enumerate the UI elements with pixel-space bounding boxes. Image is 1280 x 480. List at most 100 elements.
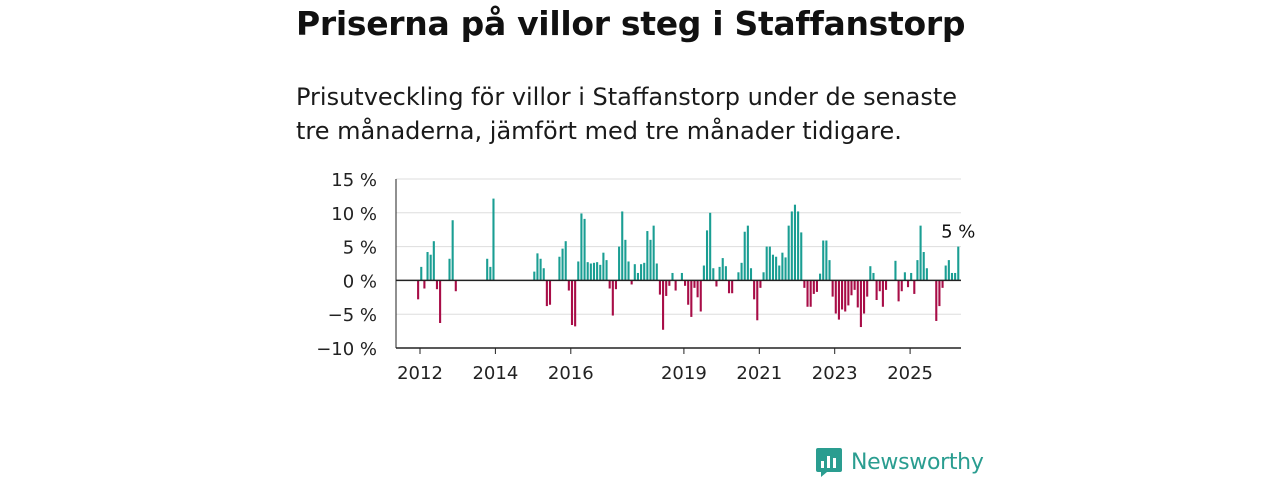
bar	[627, 261, 630, 281]
bar	[583, 218, 586, 281]
bar	[768, 246, 771, 281]
bar	[781, 252, 784, 281]
bar	[916, 260, 919, 281]
x-tick-label: 2016	[548, 363, 594, 384]
bar	[903, 272, 906, 281]
bar	[486, 258, 489, 281]
y-tick-label: −5 %	[328, 305, 377, 326]
bar	[640, 264, 643, 281]
bar	[429, 254, 432, 281]
bar	[837, 280, 840, 320]
bar	[724, 266, 727, 281]
x-tick-label: 2021	[736, 363, 782, 384]
chart-subtitle: Prisutveckling för villor i Staffanstorp…	[296, 83, 958, 145]
bar	[859, 280, 862, 328]
bar	[947, 260, 950, 281]
y-tick-label: 5 %	[343, 238, 377, 259]
bar	[439, 280, 442, 323]
bar	[866, 280, 869, 297]
bar	[721, 258, 724, 281]
bar	[847, 280, 850, 306]
bar	[586, 262, 589, 281]
bar	[957, 246, 960, 281]
bar	[944, 265, 947, 281]
bar	[570, 280, 574, 326]
bar	[592, 262, 596, 281]
bar	[539, 258, 542, 281]
bar	[878, 280, 881, 292]
bar	[797, 211, 800, 281]
bar	[649, 239, 652, 281]
bar	[596, 262, 599, 281]
bar	[790, 211, 793, 281]
bar	[420, 266, 423, 281]
bar	[567, 280, 570, 291]
bar	[454, 280, 457, 292]
y-tick-label: 10 %	[331, 204, 377, 225]
y-tick-label: −10 %	[316, 339, 377, 360]
bar	[856, 280, 859, 308]
bar	[536, 253, 539, 281]
bar	[793, 204, 797, 281]
bar	[671, 272, 674, 281]
y-tick-label: 0 %	[343, 271, 377, 292]
bar	[727, 280, 731, 294]
bar	[746, 225, 749, 281]
bar	[630, 280, 633, 285]
x-tick-label: 2019	[661, 363, 707, 384]
bar	[668, 280, 671, 286]
bar	[577, 261, 580, 281]
bar	[605, 260, 608, 281]
bar	[900, 280, 903, 292]
bar	[448, 258, 451, 281]
bar	[492, 198, 495, 281]
bar	[451, 220, 454, 281]
bar	[633, 264, 636, 281]
bar	[709, 212, 712, 281]
bar	[417, 280, 420, 300]
bar	[548, 280, 552, 305]
bar	[743, 231, 746, 281]
x-tick-label: 2023	[812, 363, 858, 384]
bar	[564, 241, 567, 281]
bar	[954, 272, 957, 281]
bar	[809, 280, 812, 307]
bar	[884, 280, 888, 290]
bar	[423, 280, 426, 289]
bar	[853, 280, 856, 290]
bar	[935, 280, 938, 321]
bar	[765, 246, 768, 281]
y-tick-label: 15 %	[331, 170, 377, 191]
bar	[636, 272, 639, 281]
bar	[819, 273, 822, 281]
bar	[844, 280, 847, 312]
bar	[831, 280, 834, 297]
bar	[872, 272, 875, 281]
bar	[775, 256, 778, 281]
bar	[834, 280, 837, 314]
bar	[875, 280, 878, 300]
bar	[702, 265, 705, 281]
bar	[881, 280, 884, 307]
bar	[925, 268, 928, 281]
bar	[897, 280, 900, 302]
bar	[705, 230, 709, 281]
bar	[696, 280, 699, 298]
bar	[533, 271, 536, 281]
bar	[693, 280, 696, 288]
bar	[674, 280, 677, 291]
bar	[950, 272, 954, 281]
newsworthy-brand: Newsworthy	[815, 446, 984, 478]
bar	[432, 241, 435, 281]
bar	[863, 280, 866, 314]
bar	[618, 246, 621, 281]
bar	[822, 240, 825, 281]
bar	[771, 254, 775, 281]
bar	[624, 239, 627, 281]
bar	[680, 272, 683, 281]
bar	[919, 225, 922, 281]
bar	[753, 280, 756, 300]
bar	[687, 280, 690, 305]
bar	[825, 240, 828, 281]
bar	[655, 263, 658, 281]
